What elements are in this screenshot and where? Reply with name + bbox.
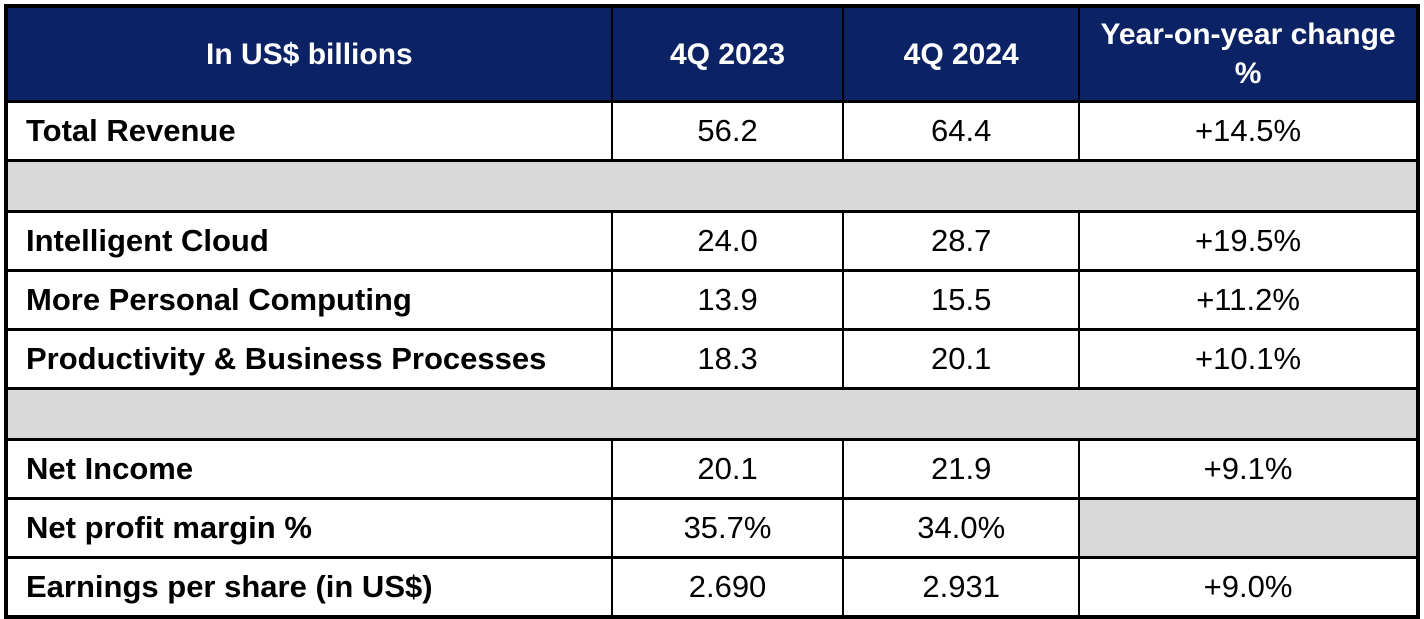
value-4q2024: 64.4 [842,100,1081,162]
header-units: In US$ billions [5,5,613,103]
table-row: Net Income 20.1 21.9 +9.1% [5,438,1419,500]
value-yoy-change: +10.1% [1078,328,1419,390]
spacer-row [6,387,1418,441]
value-4q2023: 18.3 [610,328,845,390]
value-yoy-change: +9.0% [1078,556,1419,619]
value-yoy-change: +9.1% [1078,438,1419,500]
value-yoy-change: +19.5% [1078,210,1419,272]
header-row: In US$ billions 4Q 2023 4Q 2024 Year-on-… [5,5,1419,103]
financial-results-table: In US$ billions 4Q 2023 4Q 2024 Year-on-… [4,4,1420,619]
table-row: Productivity & Business Processes 18.3 20.… [5,328,1419,390]
row-label: Net Income [5,438,613,500]
value-yoy-change: +11.2% [1078,269,1419,331]
header-4q2024: 4Q 2024 [842,5,1081,103]
value-4q2023: 24.0 [610,210,845,272]
value-4q2023: 13.9 [610,269,845,331]
value-4q2023: 56.2 [610,100,845,162]
table-body: Total Revenue 56.2 64.4 +14.5% Intelligent C… [5,100,1419,619]
row-label: More Personal Computing [5,269,613,331]
spacer-cell [6,387,1418,441]
value-4q2024: 34.0% [842,497,1081,559]
value-4q2023: 20.1 [610,438,845,500]
value-yoy-change: +14.5% [1078,100,1419,162]
table-header: In US$ billions 4Q 2023 4Q 2024 Year-on-… [5,5,1419,103]
row-label: Productivity & Business Processes [5,328,613,390]
spacer-row [6,159,1418,213]
table-row: Earnings per share (in US$) 2.690 2.931 +9.… [5,556,1419,619]
row-label: Net profit margin % [5,497,613,559]
value-4q2024: 2.931 [842,556,1081,619]
value-4q2024: 20.1 [842,328,1081,390]
spacer-cell [6,159,1418,213]
row-label: Intelligent Cloud [5,210,613,272]
value-yoy-change [1078,497,1419,559]
header-yoy-change: Year-on-year change % [1078,5,1419,103]
table-row: Intelligent Cloud 24.0 28.7 +19.5% [5,210,1419,272]
header-4q2023: 4Q 2023 [610,5,845,103]
value-4q2023: 35.7% [610,497,845,559]
table-row: Total Revenue 56.2 64.4 +14.5% [5,100,1419,162]
page: In US$ billions 4Q 2023 4Q 2024 Year-on-… [4,4,1420,619]
table-row: Net profit margin % 35.7% 34.0% [5,497,1419,559]
value-4q2023: 2.690 [610,556,845,619]
row-label: Total Revenue [5,100,613,162]
value-4q2024: 21.9 [842,438,1081,500]
row-label: Earnings per share (in US$) [5,556,613,619]
table-row: More Personal Computing 13.9 15.5 +11.2% [5,269,1419,331]
value-4q2024: 15.5 [842,269,1081,331]
value-4q2024: 28.7 [842,210,1081,272]
